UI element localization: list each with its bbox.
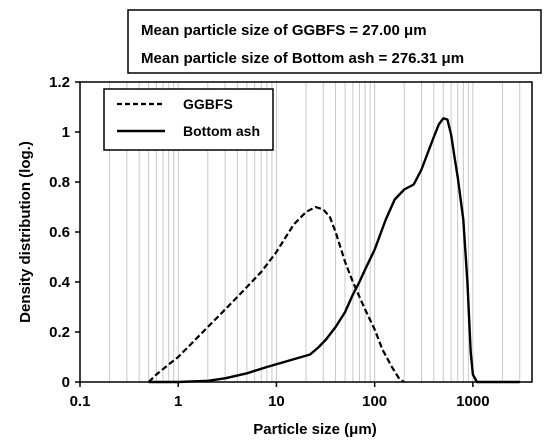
annotation-frame [127, 9, 542, 74]
x-axis-ticks: 0.1 1 10 100 1000 [70, 382, 490, 410]
y-tick-label: 0.2 [49, 324, 70, 341]
y-tick-label: 0 [62, 374, 70, 391]
y-axis-ticks: 0 0.2 0.4 0.6 0.8 1 1.2 [49, 74, 80, 391]
legend: GGBFS Bottom ash [103, 88, 274, 151]
legend-frame [103, 88, 274, 151]
x-axis-title: Particle size (μm) [253, 421, 376, 438]
y-tick-label: 0.6 [49, 224, 70, 241]
x-tick-label: 100 [362, 393, 387, 410]
x-tick-label: 1000 [456, 393, 489, 410]
annotation-line-bottom-ash: Mean particle size of Bottom ash = 276.3… [141, 50, 464, 67]
annotation-line-ggbfs: Mean particle size of GGBFS = 27.00 μm [141, 22, 427, 39]
legend-label-ggbfs: GGBFS [183, 96, 233, 112]
y-axis-title: Density distribution (log.) [17, 141, 34, 323]
series-line-bottom-ash [148, 117, 520, 384]
x-tick-label: 10 [268, 393, 285, 410]
y-tick-label: 1 [62, 124, 70, 141]
series-line-ggbfs [147, 205, 405, 383]
legend-label-bottom-ash: Bottom ash [183, 123, 260, 139]
y-tick-label: 0.8 [49, 174, 70, 191]
annotation-box: Mean particle size of GGBFS = 27.00 μm M… [127, 9, 542, 74]
y-tick-label: 1.2 [49, 74, 70, 91]
x-tick-label: 1 [174, 393, 182, 410]
x-tick-label: 0.1 [70, 393, 91, 410]
series-lines [147, 117, 520, 384]
y-tick-label: 0.4 [49, 274, 71, 291]
